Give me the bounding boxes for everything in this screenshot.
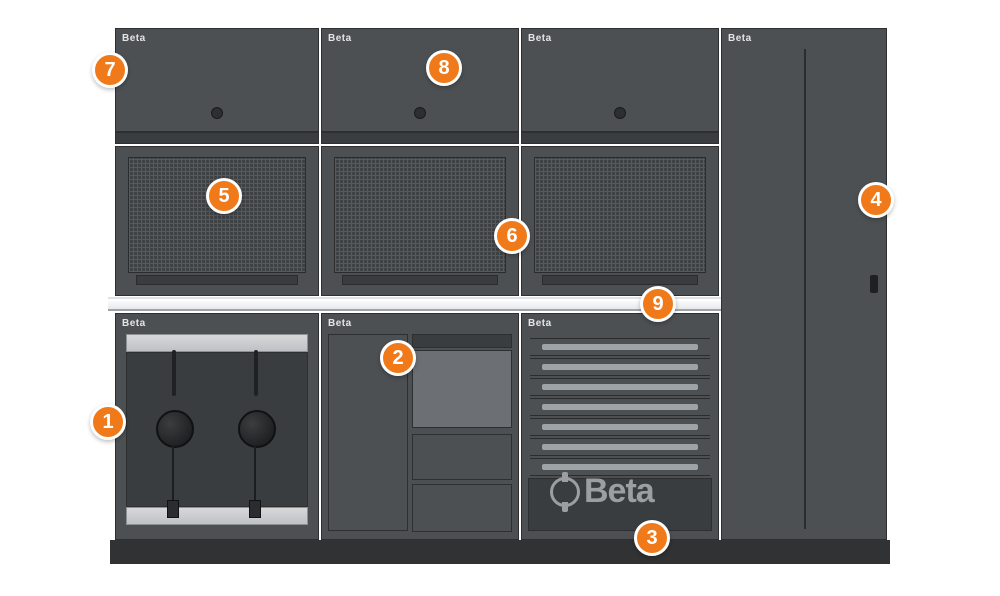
hose: [254, 446, 256, 502]
service-drawer-2: [412, 484, 512, 532]
drawer-1: [530, 338, 710, 356]
tool-rail: [342, 275, 498, 285]
brand-label: Beta: [528, 318, 552, 329]
brand-label: Beta: [122, 318, 146, 329]
reel-recess: [126, 352, 308, 507]
callout-5: 5: [206, 178, 242, 214]
base-module-service: Beta: [321, 313, 519, 540]
roller-strip: [321, 132, 519, 144]
wrench-ring-icon: [550, 477, 580, 507]
base-module-reels: Beta: [115, 313, 319, 540]
mesh-panel: [334, 157, 506, 273]
service-slot: [412, 334, 512, 348]
callout-1: 1: [90, 404, 126, 440]
lock-icon: [414, 107, 426, 119]
brand-label: Beta: [728, 33, 752, 44]
callout-3: 3: [634, 520, 670, 556]
nozzle-icon: [167, 500, 179, 518]
mesh-frame-3: [521, 146, 719, 296]
mesh-frame-1: [115, 146, 319, 296]
tool-rail: [136, 275, 298, 285]
callout-9: 9: [640, 286, 676, 322]
worktop: [108, 297, 724, 311]
roller-strip: [115, 132, 319, 144]
lock-icon: [211, 107, 223, 119]
bottom-tray: [126, 507, 308, 525]
drawer-2: [530, 358, 710, 376]
reel-arm: [254, 350, 258, 396]
hose: [172, 446, 174, 502]
drawer-3: [530, 378, 710, 396]
base-module-drawers: Beta Beta: [521, 313, 719, 540]
brand-label: Beta: [528, 33, 552, 44]
callout-6: 6: [494, 218, 530, 254]
brand-label: Beta: [328, 318, 352, 329]
product-diagram: Beta Beta Beta Beta: [0, 0, 1000, 596]
reel-icon: [238, 410, 276, 448]
plinth: [110, 540, 890, 564]
logo-text: Beta: [584, 472, 654, 511]
service-screen: [412, 350, 512, 428]
tall-locker: Beta: [721, 28, 887, 540]
callout-8: 8: [426, 50, 462, 86]
top-tray: [126, 334, 308, 352]
roller-strip: [521, 132, 719, 144]
overhead-cab-1: Beta: [115, 28, 319, 132]
drawer-6: [530, 438, 710, 456]
reel-arm: [172, 350, 176, 396]
beta-logo-large: Beta: [550, 472, 654, 511]
callout-2: 2: [380, 340, 416, 376]
drawer-5: [530, 418, 710, 436]
overhead-cab-3: Beta: [521, 28, 719, 132]
mesh-panel: [128, 157, 306, 273]
mesh-panel: [534, 157, 706, 273]
lock-icon: [614, 107, 626, 119]
callout-7: 7: [92, 52, 128, 88]
overhead-cab-2: Beta: [321, 28, 519, 132]
nozzle-icon: [249, 500, 261, 518]
reel-icon: [156, 410, 194, 448]
drawer-4: [530, 398, 710, 416]
tool-rail: [542, 275, 698, 285]
mesh-frame-2: [321, 146, 519, 296]
door-handle-icon: [870, 275, 878, 293]
door-seam: [804, 49, 806, 529]
callout-4: 4: [858, 182, 894, 218]
brand-label: Beta: [122, 33, 146, 44]
service-drawer-1: [412, 434, 512, 480]
brand-label: Beta: [328, 33, 352, 44]
